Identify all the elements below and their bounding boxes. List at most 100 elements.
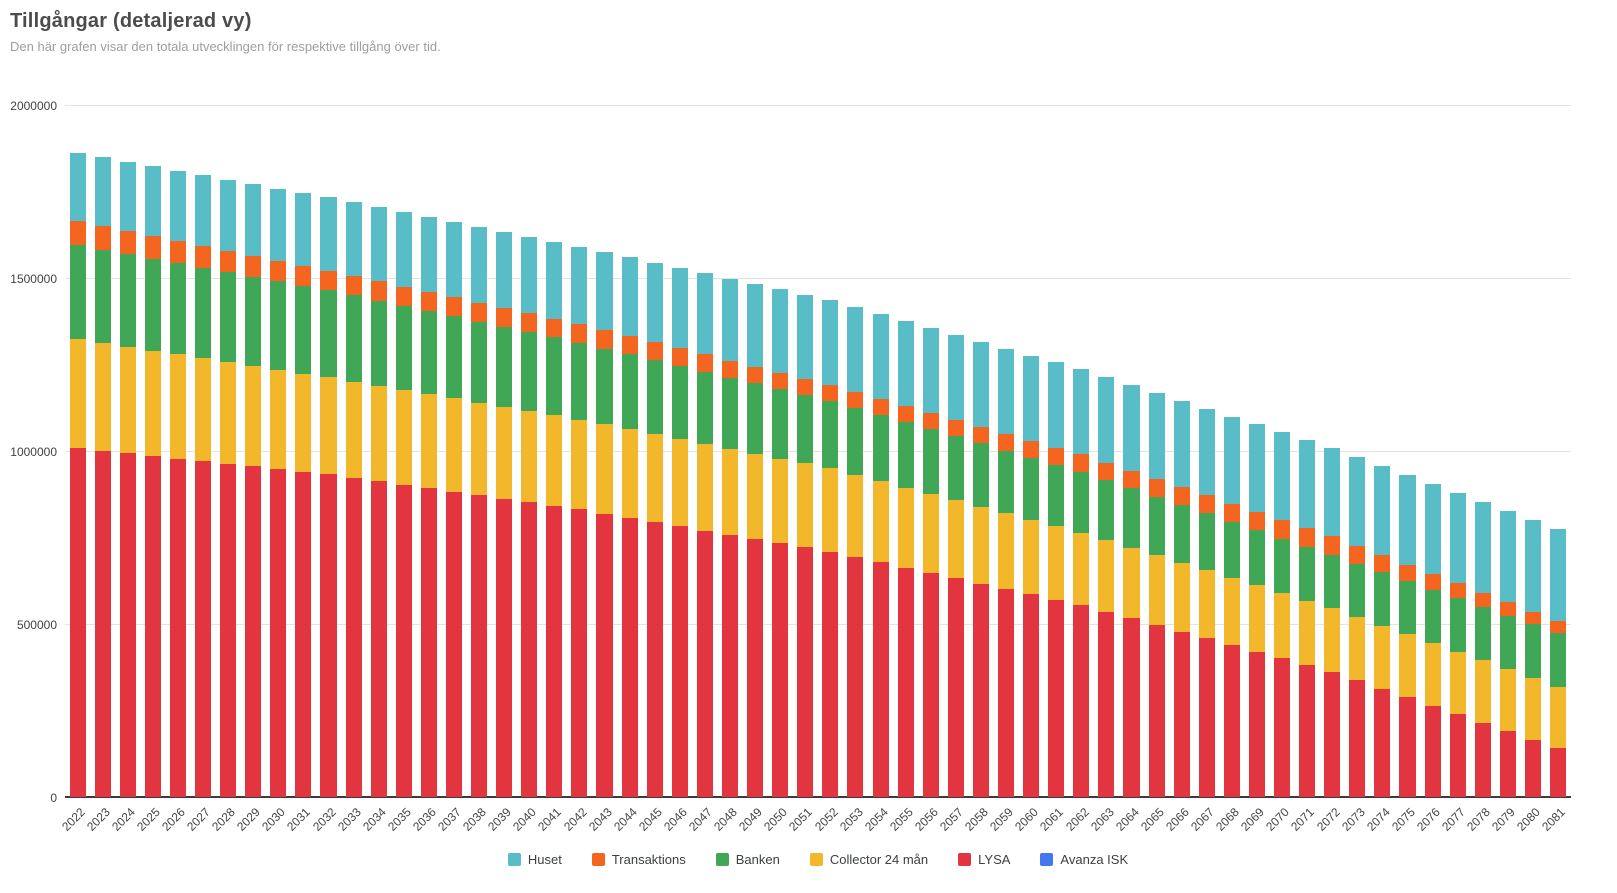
stacked-bar-2043[interactable] (596, 105, 613, 797)
bar-segment-lysa[interactable] (1474, 722, 1491, 797)
bar-segment-banken[interactable] (1550, 633, 1567, 687)
bar-segment-lysa[interactable] (1374, 688, 1391, 797)
bar-segment-transaktions[interactable] (1023, 440, 1040, 458)
bar-segment-banken[interactable] (721, 377, 738, 449)
bar-segment-transaktions[interactable] (169, 240, 186, 264)
bar-segment-collector[interactable] (696, 443, 713, 531)
bar-segment-huset[interactable] (295, 192, 312, 266)
stacked-bar-2024[interactable] (119, 105, 136, 797)
bar-segment-banken[interactable] (671, 365, 688, 440)
bar-segment-huset[interactable] (370, 207, 387, 282)
bar-segment-huset[interactable] (1349, 456, 1366, 546)
bar-segment-transaktions[interactable] (1173, 487, 1190, 506)
legend-item-collector[interactable]: Collector 24 mån (809, 852, 928, 867)
bar-segment-lysa[interactable] (772, 543, 789, 797)
bar-segment-lysa[interactable] (1073, 604, 1090, 797)
stacked-bar-2049[interactable] (747, 105, 764, 797)
bar-segment-collector[interactable] (270, 369, 287, 469)
bar-segment-collector[interactable] (1299, 600, 1316, 666)
bar-segment-huset[interactable] (1098, 377, 1115, 463)
bar-segment-huset[interactable] (696, 273, 713, 355)
bar-segment-transaktions[interactable] (947, 419, 964, 437)
bar-segment-huset[interactable] (220, 179, 237, 251)
bar-segment-banken[interactable] (997, 450, 1015, 514)
bar-segment-transaktions[interactable] (1449, 583, 1466, 599)
bar-segment-transaktions[interactable] (1048, 447, 1065, 465)
bar-segment-huset[interactable] (947, 334, 964, 420)
bar-segment-huset[interactable] (646, 262, 663, 343)
bar-segment-huset[interactable] (571, 246, 588, 325)
bar-segment-banken[interactable] (1499, 615, 1516, 670)
bar-segment-transaktions[interactable] (571, 324, 588, 343)
bar-segment-lysa[interactable] (747, 539, 764, 797)
bar-segment-huset[interactable] (1449, 493, 1466, 584)
bar-segment-transaktions[interactable] (94, 225, 111, 250)
bar-segment-lysa[interactable] (496, 498, 513, 797)
bar-segment-huset[interactable] (596, 251, 613, 331)
bar-segment-lysa[interactable] (270, 469, 287, 797)
bar-segment-lysa[interactable] (1248, 651, 1265, 797)
bar-segment-huset[interactable] (1223, 416, 1240, 504)
bar-segment-huset[interactable] (194, 175, 212, 246)
bar-segment-collector[interactable] (471, 402, 488, 496)
bar-segment-lysa[interactable] (1098, 611, 1115, 797)
stacked-bar-2053[interactable] (847, 105, 864, 797)
bar-segment-transaktions[interactable] (1123, 470, 1140, 489)
bar-segment-banken[interactable] (69, 245, 86, 340)
bar-segment-transaktions[interactable] (1198, 495, 1215, 514)
bar-segment-lysa[interactable] (1299, 665, 1316, 797)
bar-segment-banken[interactable] (220, 272, 237, 363)
bar-segment-collector[interactable] (922, 494, 939, 573)
bar-segment-banken[interactable] (1123, 488, 1140, 548)
bar-segment-lysa[interactable] (220, 463, 237, 797)
bar-segment-transaktions[interactable] (119, 230, 136, 255)
bar-segment-lysa[interactable] (1399, 697, 1416, 797)
bar-segment-banken[interactable] (370, 300, 387, 386)
bar-segment-collector[interactable] (646, 434, 663, 523)
bar-segment-collector[interactable] (119, 346, 136, 454)
bar-segment-transaktions[interactable] (395, 286, 412, 306)
bar-segment-lysa[interactable] (972, 583, 989, 797)
bar-segment-collector[interactable] (546, 415, 563, 506)
bar-segment-collector[interactable] (1399, 634, 1416, 698)
bar-segment-transaktions[interactable] (496, 308, 513, 327)
bar-segment-collector[interactable] (772, 458, 789, 544)
bar-segment-transaktions[interactable] (1349, 545, 1366, 564)
bar-segment-banken[interactable] (747, 383, 764, 454)
bar-segment-lysa[interactable] (1324, 671, 1341, 797)
legend-item-lysa[interactable]: LYSA (958, 852, 1010, 867)
bar-segment-collector[interactable] (671, 439, 688, 527)
stacked-bar-2075[interactable] (1399, 105, 1416, 797)
stacked-bar-2076[interactable] (1424, 105, 1441, 797)
bar-segment-lysa[interactable] (194, 461, 212, 797)
bar-segment-huset[interactable] (822, 300, 839, 385)
bar-segment-collector[interactable] (1048, 526, 1065, 600)
bar-segment-transaktions[interactable] (1374, 555, 1391, 573)
bar-segment-transaktions[interactable] (747, 366, 764, 384)
bar-segment-transaktions[interactable] (696, 354, 713, 372)
stacked-bar-2078[interactable] (1474, 105, 1491, 797)
bar-segment-collector[interactable] (1499, 669, 1516, 732)
bar-segment-collector[interactable] (169, 354, 186, 459)
bar-segment-collector[interactable] (1274, 593, 1291, 659)
bar-segment-banken[interactable] (1248, 530, 1265, 586)
bar-segment-collector[interactable] (1474, 660, 1491, 723)
bar-segment-transaktions[interactable] (897, 405, 914, 423)
bar-segment-lysa[interactable] (144, 456, 161, 797)
stacked-bar-2055[interactable] (897, 105, 914, 797)
bar-segment-lysa[interactable] (169, 458, 186, 797)
bar-segment-huset[interactable] (1073, 369, 1090, 455)
bar-segment-banken[interactable] (119, 254, 136, 347)
bar-segment-collector[interactable] (897, 487, 914, 568)
bar-segment-transaktions[interactable] (220, 250, 237, 273)
bar-segment-huset[interactable] (972, 341, 989, 427)
bar-segment-banken[interactable] (1324, 555, 1341, 609)
bar-segment-collector[interactable] (320, 377, 337, 475)
bar-segment-collector[interactable] (1349, 616, 1366, 681)
stacked-bar-2027[interactable] (194, 105, 212, 797)
bar-segment-lysa[interactable] (370, 481, 387, 797)
bar-segment-huset[interactable] (1198, 408, 1215, 496)
bar-segment-lysa[interactable] (1499, 731, 1516, 797)
stacked-bar-2079[interactable] (1499, 105, 1516, 797)
bar-segment-huset[interactable] (797, 294, 814, 379)
